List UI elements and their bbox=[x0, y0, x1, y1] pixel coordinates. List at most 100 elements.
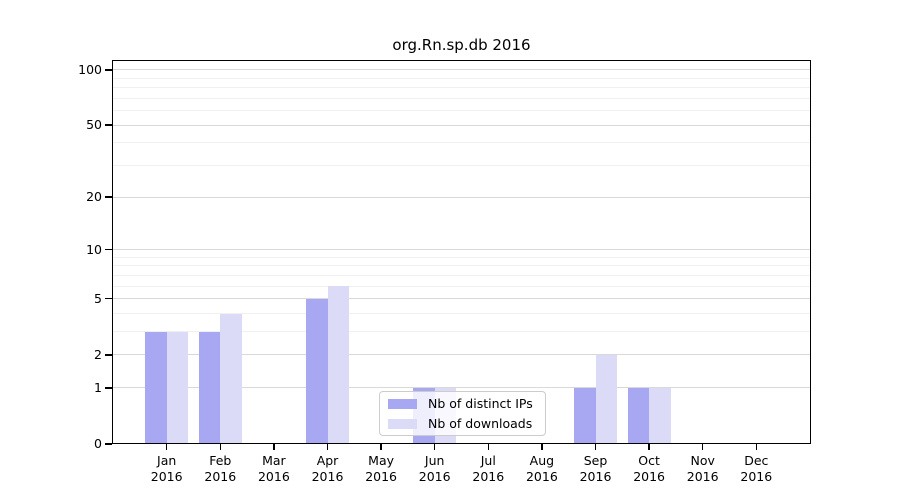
x-tick-label: Jul 2016 bbox=[456, 453, 520, 484]
x-tick-month: Jan bbox=[157, 453, 177, 468]
y-tick-label: 0 bbox=[94, 436, 102, 451]
bar-distinct-ips bbox=[574, 387, 596, 444]
legend-label: Nb of distinct IPs bbox=[428, 396, 533, 411]
plot-area bbox=[112, 60, 811, 444]
gridline-minor bbox=[112, 313, 811, 314]
x-tick-mark bbox=[219, 444, 222, 450]
x-tick-year: 2016 bbox=[525, 468, 558, 484]
x-tick-month: Oct bbox=[638, 453, 660, 468]
x-tick-mark bbox=[755, 444, 758, 450]
y-tick-label: 2 bbox=[94, 346, 102, 362]
x-tick-label: Jun 2016 bbox=[403, 453, 467, 484]
x-tick-mark bbox=[648, 444, 650, 450]
x-tick-year: 2016 bbox=[150, 468, 183, 484]
x-tick-year: 2016 bbox=[257, 468, 290, 484]
gridline-minor bbox=[112, 331, 811, 333]
y-tick-mark bbox=[105, 354, 112, 356]
x-tick-year: 2016 bbox=[311, 468, 344, 484]
x-tick-month: Mar bbox=[262, 453, 286, 468]
x-tick-label: Jan 2016 bbox=[135, 453, 199, 484]
x-tick-label: May 2016 bbox=[349, 453, 413, 484]
bar-distinct-ips bbox=[306, 298, 328, 444]
legend-item: Nb of downloads bbox=[388, 416, 537, 431]
x-tick-month: Sep bbox=[583, 453, 608, 468]
x-tick-month: Apr bbox=[316, 453, 339, 468]
x-tick-month: Dec bbox=[744, 453, 769, 468]
y-tick-mark bbox=[105, 196, 112, 198]
x-tick-year: 2016 bbox=[633, 468, 665, 484]
legend-label: Nb of downloads bbox=[428, 416, 533, 431]
y-tick-label: 10 bbox=[86, 241, 102, 257]
bar-downloads bbox=[166, 331, 189, 444]
bar-downloads bbox=[595, 354, 617, 444]
x-tick-year: 2016 bbox=[418, 468, 451, 484]
x-tick-year: 2016 bbox=[740, 468, 773, 484]
y-tick-mark bbox=[105, 69, 112, 71]
gridline-minor bbox=[112, 87, 811, 89]
gridline-minor bbox=[112, 256, 811, 258]
x-tick-year: 2016 bbox=[472, 468, 505, 484]
x-tick-year: 2016 bbox=[686, 468, 719, 484]
x-tick-mark bbox=[701, 444, 704, 450]
y-tick-label: 50 bbox=[86, 117, 102, 133]
legend: Nb of distinct IPs Nb of downloads bbox=[379, 391, 546, 436]
gridline-major bbox=[112, 354, 811, 356]
bar-distinct-ips bbox=[145, 331, 167, 444]
x-tick-mark bbox=[380, 444, 382, 450]
x-tick-label: Dec 2016 bbox=[724, 453, 788, 484]
gridline-major bbox=[112, 387, 811, 389]
x-tick-label: Feb 2016 bbox=[188, 453, 252, 484]
y-tick-mark bbox=[105, 124, 112, 126]
bar-downloads bbox=[220, 313, 242, 444]
x-tick-mark bbox=[594, 444, 597, 450]
x-tick-month: Jul bbox=[480, 453, 496, 468]
x-tick-label: Oct 2016 bbox=[617, 453, 681, 484]
x-tick-label: Mar 2016 bbox=[242, 453, 306, 484]
y-tick-mark bbox=[105, 387, 112, 389]
y-tick-label: 5 bbox=[94, 290, 102, 306]
x-tick-mark bbox=[165, 444, 168, 450]
x-tick-month: Feb bbox=[209, 453, 232, 468]
gridline-major bbox=[112, 69, 811, 71]
bar-downloads bbox=[327, 286, 349, 444]
x-tick-label: Aug 2016 bbox=[510, 453, 574, 484]
y-tick-label: 1 bbox=[94, 379, 102, 395]
gridline-minor bbox=[112, 110, 811, 112]
y-tick-mark bbox=[105, 248, 112, 251]
bar-distinct-ips bbox=[627, 387, 650, 444]
gridline-minor bbox=[112, 77, 811, 79]
y-tick-label: 100 bbox=[78, 61, 102, 77]
x-tick-year: 2016 bbox=[365, 468, 397, 484]
gridline-major bbox=[112, 196, 811, 198]
gridline-major bbox=[112, 124, 811, 126]
x-tick-month: May bbox=[368, 453, 395, 468]
legend-swatch bbox=[388, 418, 417, 429]
x-tick-month: Jun bbox=[424, 453, 445, 468]
gridline-minor bbox=[112, 285, 811, 287]
gridline-minor bbox=[112, 97, 811, 99]
y-tick-mark bbox=[105, 443, 112, 445]
gridline-major bbox=[112, 249, 811, 251]
x-tick-month: Aug bbox=[529, 453, 555, 468]
x-tick-mark bbox=[326, 444, 329, 450]
legend-item: Nb of distinct IPs bbox=[388, 396, 537, 411]
legend-swatch bbox=[388, 398, 417, 409]
x-tick-mark bbox=[487, 444, 490, 450]
x-tick-label: Nov 2016 bbox=[671, 453, 735, 484]
chart-title: org.Rn.sp.db 2016 bbox=[392, 36, 531, 54]
x-tick-year: 2016 bbox=[579, 468, 612, 484]
y-tick-mark bbox=[105, 297, 112, 300]
x-tick-month: Nov bbox=[690, 453, 715, 468]
gridline-minor bbox=[112, 165, 811, 167]
x-tick-year: 2016 bbox=[204, 468, 237, 484]
gridline-major bbox=[112, 298, 811, 300]
y-tick-label: 20 bbox=[86, 189, 102, 205]
x-tick-mark bbox=[541, 444, 543, 450]
gridline-minor bbox=[112, 142, 811, 144]
gridline-minor bbox=[112, 265, 811, 267]
x-tick-mark bbox=[273, 444, 275, 450]
x-tick-label: Apr 2016 bbox=[296, 453, 360, 484]
bar-distinct-ips bbox=[198, 331, 221, 444]
x-tick-label: Sep 2016 bbox=[564, 453, 628, 484]
